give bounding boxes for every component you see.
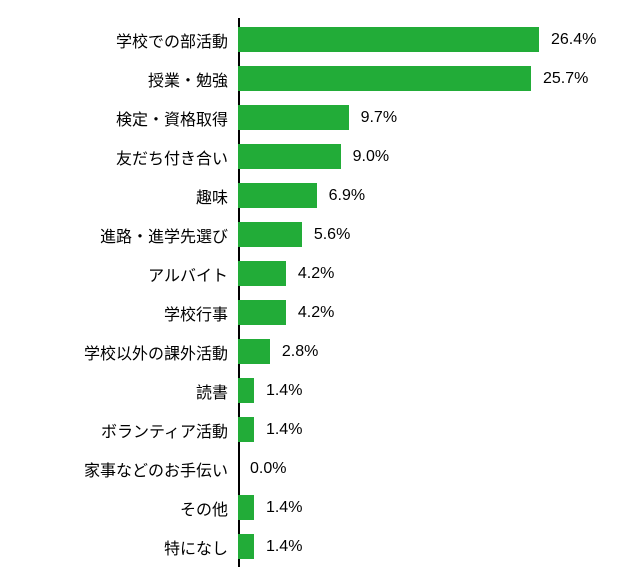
bar-wrap: 25.7% — [238, 66, 640, 91]
chart-row: 友だち付き合い 9.0% — [0, 137, 640, 176]
bar-wrap: 1.4% — [238, 534, 640, 559]
chart-row: 学校行事 4.2% — [0, 293, 640, 332]
value-label: 0.0% — [238, 460, 286, 478]
bar-wrap: 4.2% — [238, 300, 640, 325]
value-label: 1.4% — [254, 382, 302, 400]
bar-wrap: 26.4% — [238, 27, 640, 52]
category-label: 学校での部活動 — [0, 28, 238, 52]
category-label: アルバイト — [0, 262, 238, 286]
bar — [238, 417, 254, 442]
category-label: 授業・勉強 — [0, 67, 238, 91]
bar-wrap: 1.4% — [238, 378, 640, 403]
value-label: 25.7% — [531, 70, 588, 88]
category-label: 家事などのお手伝い — [0, 457, 238, 481]
category-label: 特になし — [0, 535, 238, 559]
bar — [238, 222, 302, 247]
chart-row: 学校での部活動 26.4% — [0, 20, 640, 59]
chart-row: 進路・進学先選び 5.6% — [0, 215, 640, 254]
value-label: 6.9% — [317, 187, 365, 205]
chart-rows: 学校での部活動 26.4% 授業・勉強 25.7% 検定・資格取得 9.7% 友だち付き合い… — [0, 20, 640, 566]
value-label: 26.4% — [539, 31, 596, 49]
bar — [238, 339, 270, 364]
bar — [238, 66, 531, 91]
bar-wrap: 2.8% — [238, 339, 640, 364]
chart-row: 趣味 6.9% — [0, 176, 640, 215]
category-label: 友だち付き合い — [0, 145, 238, 169]
bar — [238, 300, 286, 325]
bar — [238, 183, 317, 208]
chart-row: 検定・資格取得 9.7% — [0, 98, 640, 137]
value-label: 9.0% — [341, 148, 389, 166]
bar — [238, 144, 341, 169]
value-label: 5.6% — [302, 226, 350, 244]
value-label: 1.4% — [254, 499, 302, 517]
bar — [238, 261, 286, 286]
bar-wrap: 9.0% — [238, 144, 640, 169]
value-label: 9.7% — [349, 109, 397, 127]
bar — [238, 105, 349, 130]
chart-row: 授業・勉強 25.7% — [0, 59, 640, 98]
bar — [238, 495, 254, 520]
bar-chart: 学校での部活動 26.4% 授業・勉強 25.7% 検定・資格取得 9.7% 友だち付き合い… — [0, 0, 640, 585]
value-label: 2.8% — [270, 343, 318, 361]
category-label: 学校以外の課外活動 — [0, 340, 238, 364]
chart-row: 読書 1.4% — [0, 371, 640, 410]
value-label: 1.4% — [254, 538, 302, 556]
chart-row: その他 1.4% — [0, 488, 640, 527]
bar-wrap: 6.9% — [238, 183, 640, 208]
bar-wrap: 1.4% — [238, 495, 640, 520]
chart-row: ボランティア活動 1.4% — [0, 410, 640, 449]
bar-wrap: 1.4% — [238, 417, 640, 442]
chart-row: アルバイト 4.2% — [0, 254, 640, 293]
bar-wrap: 4.2% — [238, 261, 640, 286]
value-label: 4.2% — [286, 265, 334, 283]
category-label: 趣味 — [0, 184, 238, 208]
chart-row: 家事などのお手伝い0.0% — [0, 449, 640, 488]
category-label: 読書 — [0, 379, 238, 403]
chart-row: 学校以外の課外活動 2.8% — [0, 332, 640, 371]
bar — [238, 27, 539, 52]
category-label: ボランティア活動 — [0, 418, 238, 442]
bar-wrap: 9.7% — [238, 105, 640, 130]
bar — [238, 378, 254, 403]
bar — [238, 534, 254, 559]
category-label: その他 — [0, 496, 238, 520]
category-label: 進路・進学先選び — [0, 223, 238, 247]
category-label: 検定・資格取得 — [0, 106, 238, 130]
bar-wrap: 0.0% — [238, 456, 640, 481]
category-label: 学校行事 — [0, 301, 238, 325]
bar-wrap: 5.6% — [238, 222, 640, 247]
value-label: 4.2% — [286, 304, 334, 322]
value-label: 1.4% — [254, 421, 302, 439]
chart-row: 特になし 1.4% — [0, 527, 640, 566]
